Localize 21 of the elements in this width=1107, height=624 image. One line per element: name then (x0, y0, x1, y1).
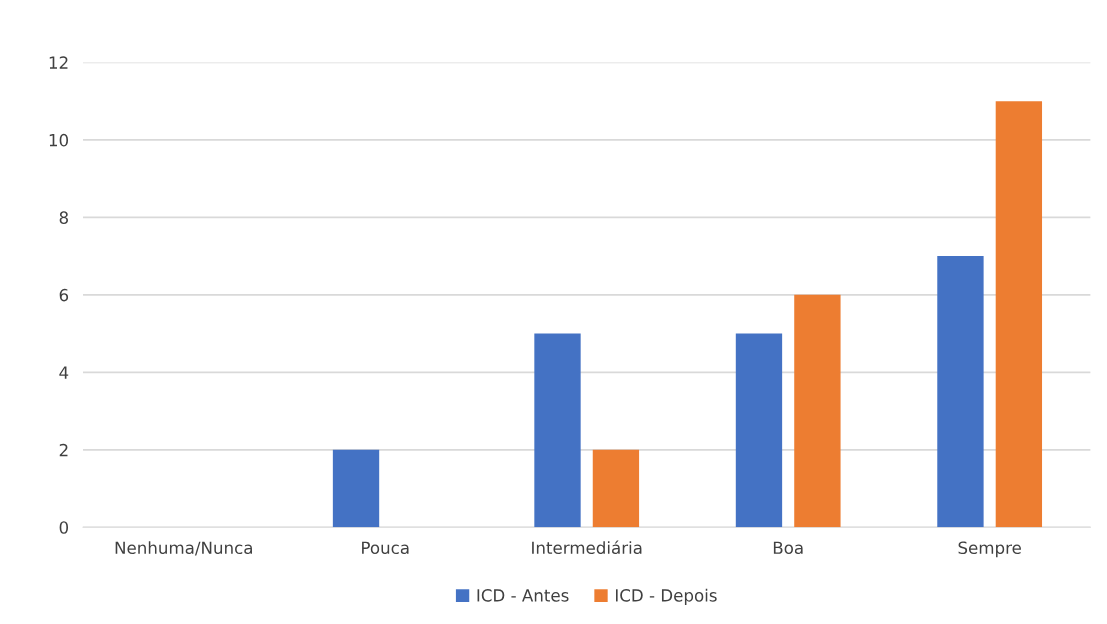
x-tick-label: Nenhuma/Nunca (115, 541, 252, 556)
y-tick-label: 2 (59, 443, 68, 457)
legend-label: ICD - Depois (615, 588, 717, 605)
y-tick-label: 0 (59, 521, 69, 534)
bar (332, 449, 380, 528)
y-tick-label: 8 (59, 211, 68, 224)
x-tick-label: Pouca (362, 541, 409, 555)
x-tick-label: Boa (773, 541, 803, 555)
bar (995, 101, 1043, 528)
bar (937, 256, 984, 528)
bar (735, 333, 783, 528)
bar (592, 449, 640, 528)
x-tick-label: Intermediária (532, 540, 642, 555)
y-tick-label: 12 (49, 56, 68, 69)
legend-label: ICD - Antes (477, 589, 569, 602)
y-tick-label: 4 (59, 366, 69, 379)
y-tick-label: 10 (49, 133, 69, 147)
y-tick-label: 6 (59, 288, 69, 302)
bar (534, 333, 581, 528)
bar (794, 294, 841, 528)
x-tick-label: Sempre (958, 541, 1021, 558)
